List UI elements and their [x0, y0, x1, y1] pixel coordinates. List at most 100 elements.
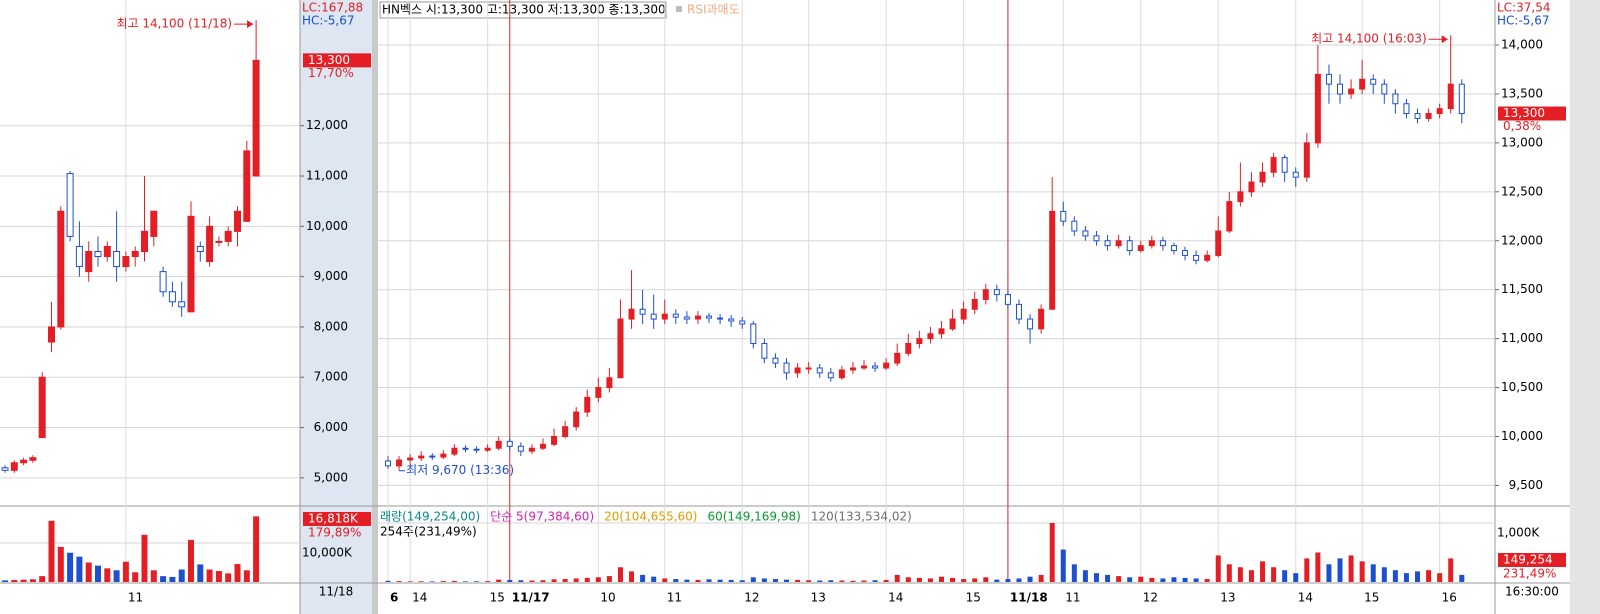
candle-body [584, 396, 591, 413]
volume-bar [160, 576, 167, 582]
candle-body [993, 289, 1000, 296]
volume-bar [629, 571, 635, 582]
volume-bar [67, 552, 74, 582]
candle-body [1104, 240, 1111, 247]
y-tick-label: 10,000 [1501, 429, 1543, 443]
volume-bar [994, 579, 1000, 582]
volume-bar [706, 579, 712, 582]
candle-body [29, 457, 37, 461]
candle-body [706, 315, 713, 319]
volume-bar [795, 579, 801, 582]
candle-body [103, 245, 111, 258]
header-box [379, 1, 667, 19]
volume-bar [916, 577, 922, 582]
x-tick-label: 10 [600, 591, 615, 605]
volume-bar [188, 539, 194, 582]
volume-bar [1215, 555, 1221, 582]
candle-body [407, 457, 414, 461]
candle-body [927, 333, 934, 340]
candle-body [1325, 73, 1332, 85]
candle-body [396, 459, 403, 467]
x-tick-label: 11 [128, 591, 143, 605]
change-label: 0,38% [1503, 119, 1541, 133]
candle-body [196, 245, 204, 252]
high-annotation: 최고 14,100 (16:03) [1311, 32, 1427, 46]
candle-body [1, 467, 9, 471]
candle-body [772, 357, 779, 364]
candle-body [805, 367, 812, 370]
candle-body [131, 250, 139, 258]
volume-legend-item: 120(133,534,02) [811, 510, 912, 524]
y-tick-label: 12,000 [306, 118, 348, 132]
volume-bar [828, 580, 834, 582]
y-tick-label: 9,500 [1509, 478, 1543, 492]
candle-body [971, 298, 978, 310]
y-tick-label: 5,000 [314, 470, 348, 484]
volume-bar [440, 581, 446, 582]
x-tick-label: 14 [888, 591, 903, 605]
scrollbar[interactable] [1570, 0, 1600, 614]
volume-legend-item: 단순 5(97,384,60) [490, 510, 594, 524]
candle-body [1403, 103, 1410, 115]
candle-body [905, 343, 912, 354]
indicator-icon[interactable] [676, 6, 682, 12]
left-axis-column [300, 0, 372, 614]
volume-bar [169, 576, 176, 582]
volume-bar [1116, 576, 1122, 582]
volume-bar [1282, 570, 1288, 582]
annotation-arrowhead [1441, 35, 1448, 44]
volume-bar [839, 580, 845, 582]
y-tick-label: 14,000 [1501, 38, 1543, 52]
volume-bar [507, 579, 513, 582]
candle-body [1049, 210, 1056, 310]
candle-body [1447, 83, 1454, 110]
volume-bar [717, 579, 723, 582]
volume-bar [11, 580, 18, 582]
volume-bar [2, 580, 8, 582]
volume-bar [1260, 561, 1266, 582]
candle-body [528, 447, 535, 452]
volume-bar [739, 580, 745, 582]
candle-body [606, 377, 613, 389]
volume-bar [861, 580, 867, 582]
indicator-label[interactable]: RSI과매도 [687, 3, 740, 17]
volume-bar [584, 577, 590, 582]
volume-bar [595, 577, 601, 582]
volume-bar [39, 576, 46, 582]
volume-bar [141, 534, 148, 582]
volume-bar [1171, 577, 1177, 582]
candle-body [916, 338, 923, 345]
candle-body [1071, 220, 1078, 232]
volume-bar [750, 577, 756, 582]
annotation-arrowhead [247, 20, 254, 29]
volume-bar [1437, 573, 1443, 582]
volume-bar [927, 578, 933, 582]
candle-body [187, 215, 195, 313]
candle-body [224, 230, 232, 242]
time-label: 16:30:00 [1505, 585, 1559, 599]
volume-bar [772, 579, 778, 582]
candle-body [1281, 157, 1288, 173]
volume-bar [1304, 558, 1310, 582]
volume-bar [651, 576, 657, 582]
candle-body [639, 308, 646, 315]
x-tick-label: 13 [811, 591, 826, 605]
candle-body [1337, 83, 1344, 95]
y-tick-label: 8,000 [314, 319, 348, 333]
volume-bar [972, 578, 978, 582]
volume-bar [1027, 576, 1033, 582]
volume-bar [20, 579, 27, 582]
candle-body [159, 271, 167, 293]
candle-body [10, 462, 18, 471]
candle-body [628, 308, 635, 320]
y-tick-label: 11,500 [1501, 282, 1543, 296]
candle-body [462, 447, 469, 450]
volume-bar [1226, 564, 1232, 582]
candle-body [750, 323, 757, 345]
splitter[interactable] [372, 0, 378, 614]
candle-body [551, 435, 558, 445]
candle-body [440, 453, 447, 458]
candle-body [473, 448, 480, 451]
volume-bar [1038, 574, 1044, 582]
